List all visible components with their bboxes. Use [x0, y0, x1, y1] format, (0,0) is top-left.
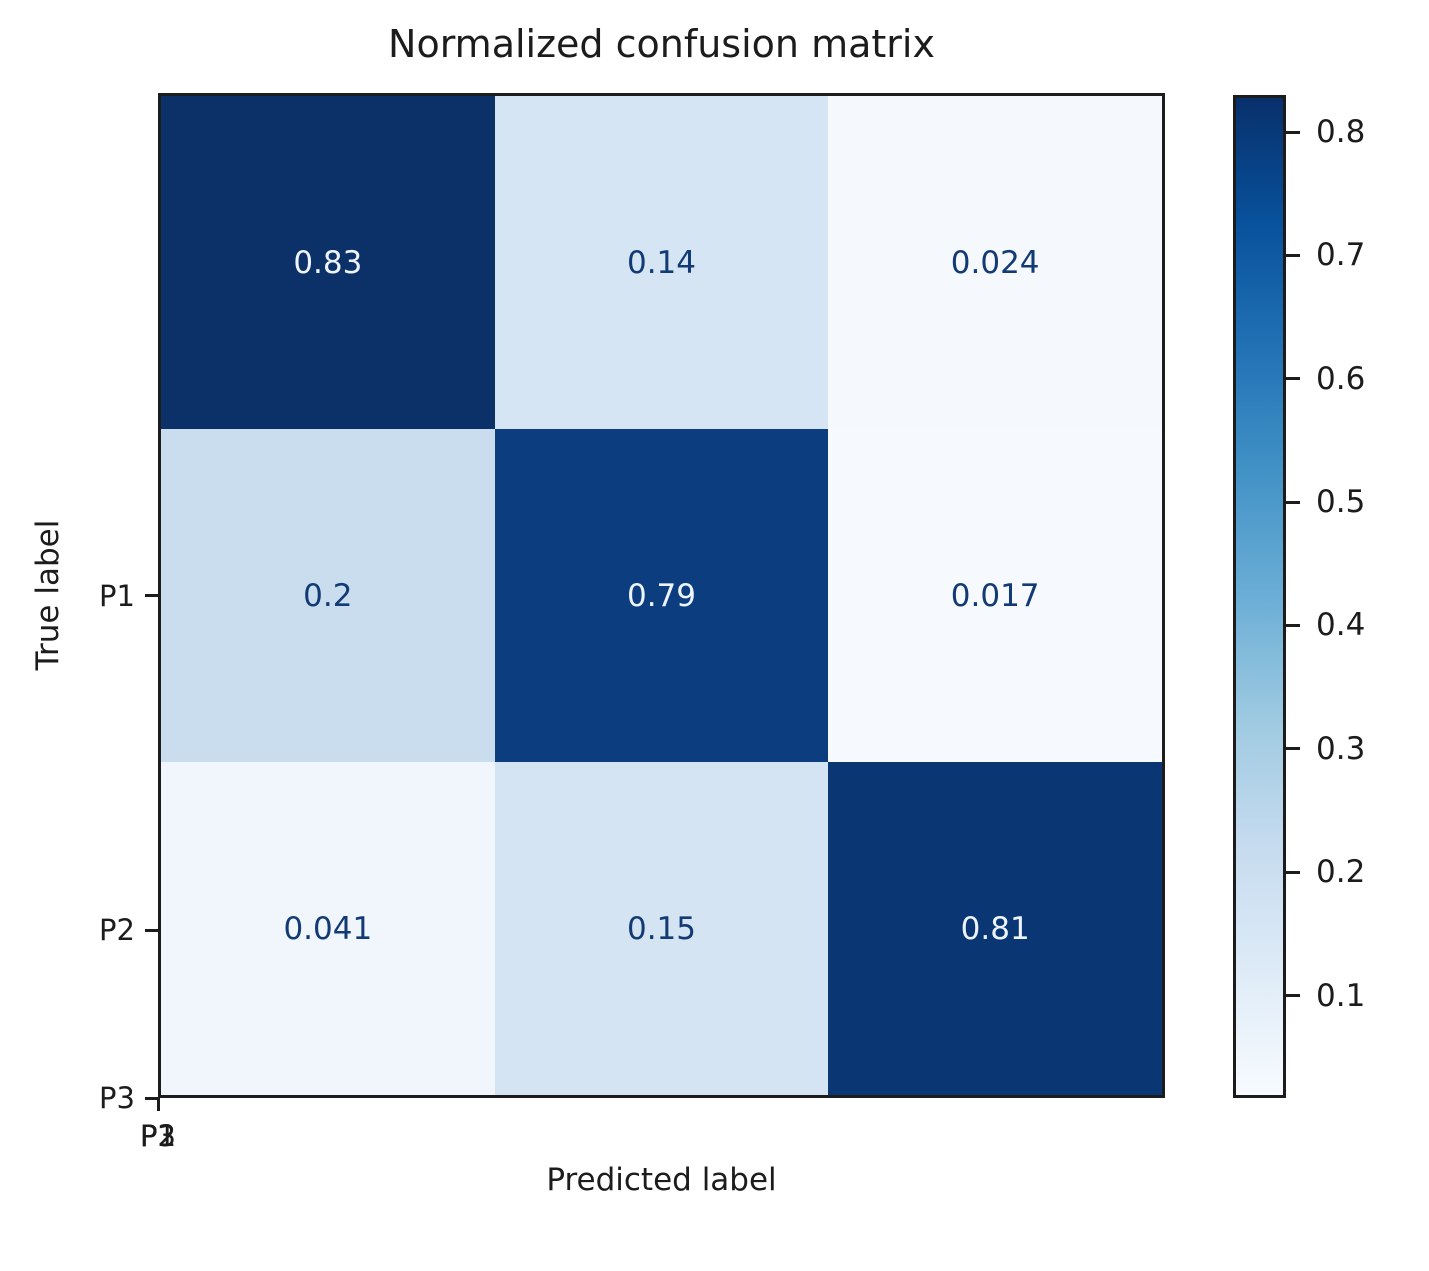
x-tick-label: P2 [140, 1119, 176, 1153]
colorbar-tick-label: 0.5 [1316, 484, 1366, 521]
y-tick-mark [145, 1096, 158, 1100]
heatmap-grid: 0.83 0.14 0.024 0.2 0.79 0.017 0.041 0.1… [158, 93, 1165, 1098]
x-tick-mark [156, 1098, 160, 1111]
colorbar-tick-mark [1286, 747, 1300, 751]
matrix-cell-r0c1: 0.14 [494, 96, 829, 429]
colorbar-tick-mark [1286, 994, 1300, 998]
colorbar-tick-mark [1286, 377, 1300, 381]
colorbar-tick-label: 0.8 [1316, 114, 1366, 150]
x-tick-label: P3 [140, 1119, 176, 1153]
x-axis-label: Predicted label [546, 1162, 777, 1198]
colorbar-tick-mark [1286, 130, 1300, 134]
matrix-cell-r2c0: 0.041 [161, 762, 495, 1095]
y-tick-label: P1 [99, 578, 135, 613]
matrix-cell-r1c1: 0.79 [494, 429, 829, 762]
colorbar-tick-mark [1286, 870, 1300, 874]
matrix-cell-r0c2: 0.024 [828, 96, 1162, 429]
colorbar-tick-label: 0.6 [1316, 360, 1366, 397]
colorbar: 0.8 0.7 0.6 0.5 0.4 0.3 0.2 0.1 [1233, 95, 1365, 1098]
y-tick-label: P2 [99, 913, 135, 948]
y-tick-mark [145, 928, 158, 932]
matrix-cell-r1c0: 0.2 [161, 429, 495, 762]
y-tick-mark [145, 594, 158, 597]
colorbar-tick-label: 0.7 [1316, 237, 1366, 274]
colorbar-tick-mark [1286, 253, 1300, 257]
chart-title: Normalized confusion matrix [388, 22, 935, 66]
matrix-cell-r0c0: 0.83 [161, 96, 495, 429]
colorbar-tick-label: 0.3 [1316, 730, 1366, 767]
matrix-cell-r1c2: 0.017 [828, 429, 1162, 762]
colorbar-tick-label: 0.2 [1316, 854, 1366, 891]
y-axis-label: True label [30, 519, 66, 671]
colorbar-tick-label: 0.4 [1316, 607, 1366, 644]
y-tick-label: P3 [99, 1081, 135, 1115]
matrix-cell-r2c1: 0.15 [494, 762, 829, 1095]
matrix-cell-r2c2: 0.81 [828, 762, 1162, 1095]
colorbar-tick-label: 0.1 [1316, 977, 1366, 1014]
colorbar-tick-mark [1286, 500, 1300, 504]
colorbar-gradient [1233, 95, 1286, 1098]
x-tick-label: P1 [140, 1119, 176, 1153]
colorbar-tick-mark [1286, 623, 1300, 627]
heatmap-plot-area: 0.83 0.14 0.024 0.2 0.79 0.017 0.041 0.1… [99, 93, 1165, 1153]
